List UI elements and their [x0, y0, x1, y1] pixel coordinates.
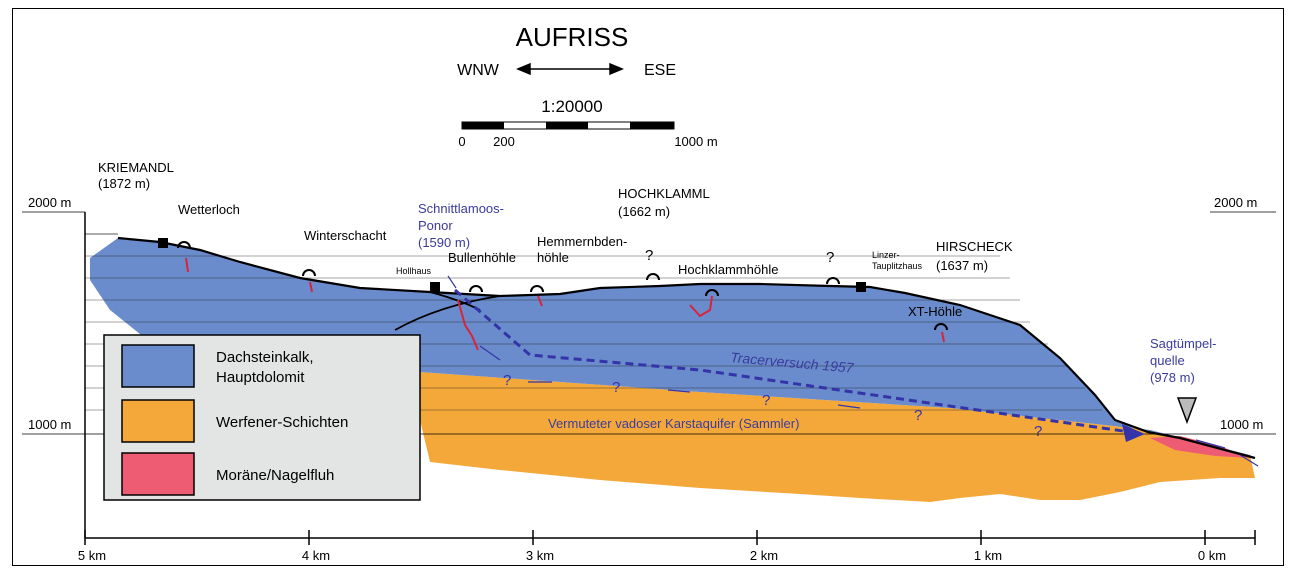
terrain-profile: [117, 236, 1256, 460]
direction-left: WNW: [457, 62, 500, 79]
peak-hochklamml: HOCHKLAMML: [618, 186, 710, 201]
svg-text:?: ?: [826, 249, 834, 266]
tracer-path: [454, 288, 1131, 434]
legend-label-2: Werfener-Schichten: [216, 414, 348, 431]
cave-symbols: [177, 241, 948, 331]
peak-hirscheck-alt: (1637 m): [936, 258, 988, 273]
scale-ratio: 1:20000: [541, 97, 602, 116]
feature-hochklammhoehle: Hochklammhöhle: [678, 262, 778, 277]
svg-text:?: ?: [762, 392, 770, 409]
svg-text:?: ?: [645, 247, 653, 264]
distance-label: 2 km: [750, 548, 778, 563]
elevation-right-2000: 2000 m: [1214, 195, 1257, 210]
question-marks: ? ? ? ? ? ? ?: [503, 247, 1042, 440]
spring-icon: [1176, 397, 1198, 425]
feature-xt-hoehle: XT-Höhle: [908, 304, 962, 319]
distance-label: 0 km: [1198, 548, 1226, 563]
legend-swatch-werfener: [121, 399, 195, 443]
peak-hochklamml-alt: (1662 m): [618, 204, 670, 219]
title: AUFRISS: [516, 22, 629, 52]
hut-icon: [856, 282, 866, 292]
scale-bar: [461, 121, 675, 130]
peak-hirscheck: HIRSCHECK: [936, 239, 1013, 254]
legend-label-1a: Dachsteinkalk,: [216, 349, 314, 366]
ponor-label-3: (1590 m): [418, 235, 470, 250]
distance-label: 3 km: [526, 548, 554, 563]
sagtuempel-label-1: Sagtümpel-: [1150, 336, 1216, 351]
elevation-left-1000: 1000 m: [28, 417, 71, 432]
svg-text:?: ?: [1034, 423, 1042, 440]
feature-winterschacht: Winterschacht: [304, 228, 387, 243]
elevation-left-2000: 2000 m: [28, 195, 71, 210]
svg-text:?: ?: [503, 372, 511, 389]
distance-label: 5 km: [78, 548, 106, 563]
tracer-arrowhead: [1122, 424, 1145, 442]
distance-axis: [84, 212, 1256, 545]
figure-frame: [12, 8, 1284, 566]
limestone-layer: [90, 238, 1255, 458]
sagtuempel-label-3: (978 m): [1150, 370, 1195, 385]
direction-arrow: [516, 62, 624, 76]
peak-kriemandl: KRIEMANDL: [98, 160, 174, 175]
elevation-right-1000: 1000 m: [1220, 417, 1263, 432]
svg-text:?: ?: [612, 379, 620, 396]
aquifer-label: Vermuteter vadoser Karstaquifer (Sammler…: [548, 416, 799, 431]
feature-linzer-2: Tauplitzhaus: [872, 261, 923, 271]
feature-hemmern-2: höhle: [537, 250, 569, 265]
legend-label-1b: Hauptdolomit: [216, 369, 305, 386]
flow-arrows: [447, 275, 1259, 467]
feature-linzer-1: Linzer-: [872, 250, 900, 260]
hut-icon: [158, 238, 168, 248]
scale-tick-0: 0: [458, 134, 465, 149]
distance-label: 1 km: [974, 548, 1002, 563]
legend: [103, 334, 421, 501]
feature-wetterloch: Wetterloch: [178, 202, 240, 217]
legend-swatch-limestone: [121, 344, 195, 388]
distance-label: 4 km: [302, 548, 330, 563]
hut-icon: [430, 282, 440, 292]
direction-right: ESE: [644, 62, 676, 79]
peak-kriemandl-alt: (1872 m): [98, 176, 150, 191]
legend-swatch-moraine: [121, 452, 195, 496]
feature-bullenhoehle: Bullenhöhle: [448, 250, 516, 265]
ponor-label-1: Schnittlamoos-: [418, 201, 504, 216]
scale-tick-200: 200: [493, 134, 515, 149]
feature-hemmern-1: Hemmernbden-: [537, 234, 627, 249]
scale-tick-end: 1000 m: [674, 134, 717, 149]
moraine-layer: [1150, 436, 1250, 458]
ponor-label-2: Ponor: [418, 218, 453, 233]
fault-line: [394, 295, 501, 331]
cave-traces: [185, 257, 945, 351]
sagtuempel-label-2: quelle: [1150, 353, 1185, 368]
svg-text:?: ?: [914, 407, 922, 424]
legend-label-3: Moräne/Nagelfluh: [216, 467, 334, 484]
feature-hollhaus: Hollhaus: [396, 266, 432, 276]
